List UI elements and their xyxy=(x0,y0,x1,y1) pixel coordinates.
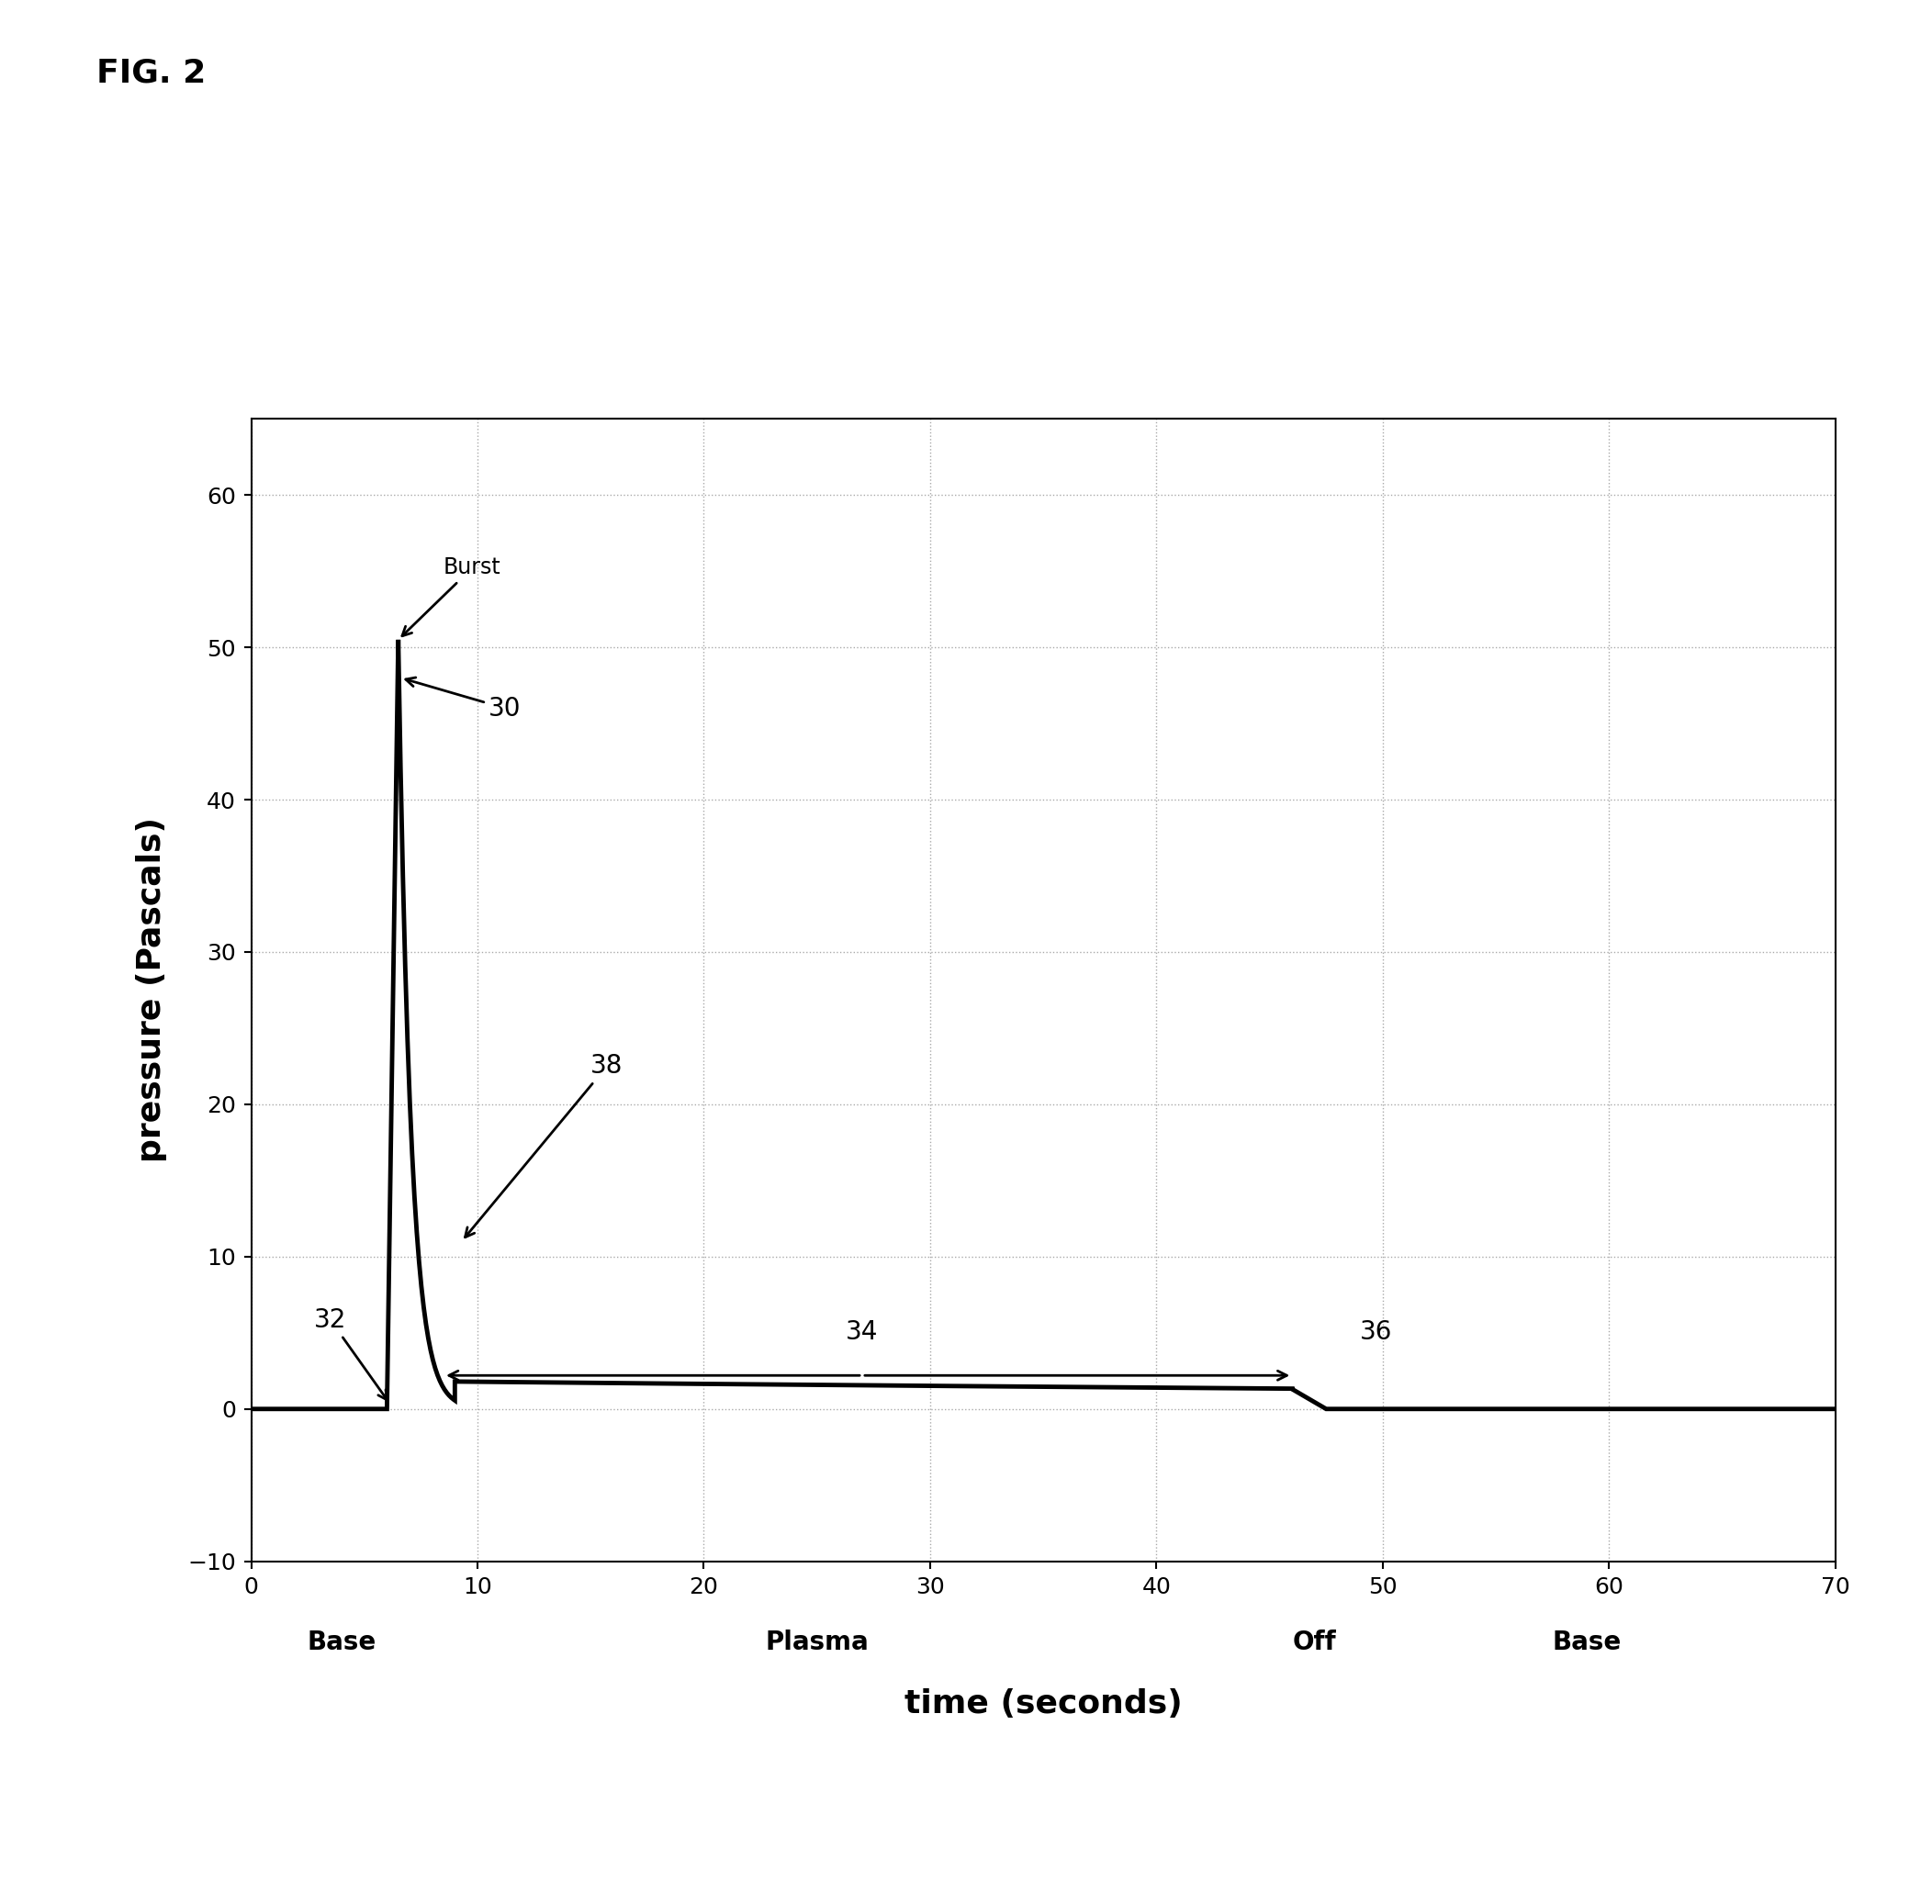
Text: Base: Base xyxy=(307,1630,377,1656)
Text: 34: 34 xyxy=(846,1319,879,1344)
Text: Off: Off xyxy=(1293,1630,1337,1656)
Text: Burst: Burst xyxy=(402,556,500,636)
Y-axis label: pressure (Pascals): pressure (Pascals) xyxy=(135,817,166,1163)
Text: 30: 30 xyxy=(406,678,522,722)
Text: FIG. 2: FIG. 2 xyxy=(97,57,207,88)
Text: Base: Base xyxy=(1551,1630,1621,1656)
Text: Plasma: Plasma xyxy=(765,1630,869,1656)
Text: 38: 38 xyxy=(466,1053,624,1238)
Text: 32: 32 xyxy=(315,1306,386,1399)
Text: 36: 36 xyxy=(1360,1319,1393,1344)
X-axis label: time (seconds): time (seconds) xyxy=(904,1687,1182,1719)
